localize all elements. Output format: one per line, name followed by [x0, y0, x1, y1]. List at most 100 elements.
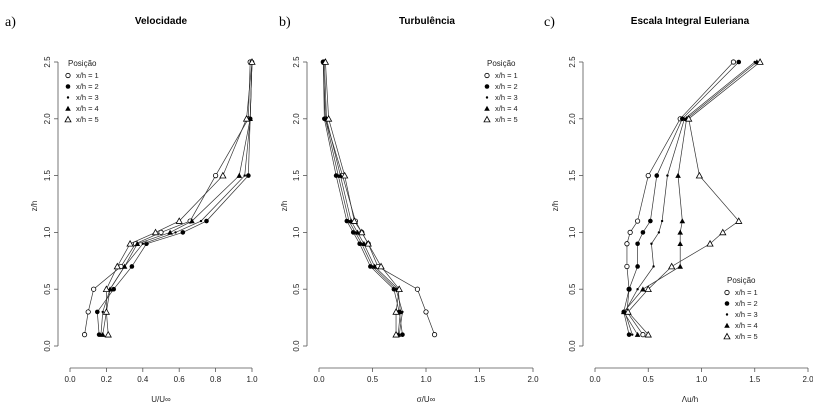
x-tick-label: 0.0	[64, 375, 76, 384]
legend: Posição x/h = 1 x/h = 2 x/h = 3 x/h = 4 x/h =…	[483, 59, 518, 124]
y-tick-label: 1.0	[292, 226, 301, 238]
data-point	[371, 263, 378, 269]
panel-escala-integral: c) Escala Integral Euleriana z/h Λu/h 0.…	[544, 15, 813, 404]
series-x-h-5	[624, 58, 764, 338]
legend: Posição x/h = 1 x/h = 2 x/h = 3 x/h = 4 x/h =…	[723, 276, 758, 341]
x-tick-label: 1.5	[749, 375, 761, 384]
series-line	[627, 61, 761, 335]
data-point	[85, 309, 91, 315]
data-point	[151, 228, 160, 236]
series-x-h-4	[620, 59, 760, 337]
y-tick-label: 2.5	[292, 56, 301, 68]
legend: Posição x/h = 1 x/h = 2 x/h = 3 x/h = 4 x/h =…	[64, 59, 99, 124]
data-point	[640, 286, 646, 292]
data-point	[337, 172, 344, 178]
data-point	[354, 229, 361, 235]
data-point	[679, 218, 686, 224]
y-tick-label: 1.5	[568, 169, 577, 181]
data-point	[677, 263, 683, 269]
data-point	[243, 174, 246, 177]
data-point	[392, 330, 400, 338]
legend-label: x/h = 3	[76, 93, 99, 102]
data-point	[350, 217, 358, 224]
legend-label: x/h = 1	[76, 71, 99, 80]
series-line	[102, 61, 253, 335]
data-point	[204, 218, 209, 224]
data-point	[706, 239, 714, 247]
data-point	[624, 263, 630, 270]
x-tick-label: 2.0	[527, 375, 539, 384]
data-point	[756, 58, 764, 65]
y-tick-label: 1.0	[43, 226, 52, 238]
y-tick-label: 0.0	[292, 340, 301, 352]
data-point	[730, 59, 737, 65]
data-point	[680, 116, 685, 122]
series-line	[100, 61, 253, 335]
data-point	[321, 58, 330, 65]
data-point	[431, 332, 438, 338]
data-point	[121, 263, 128, 269]
data-point	[735, 217, 743, 224]
series-x-h-2	[621, 59, 742, 337]
series-line	[624, 61, 755, 335]
series-line	[322, 61, 403, 335]
legend-marker	[483, 115, 491, 123]
y-axis-label: z/h	[280, 201, 289, 212]
legend-marker	[484, 72, 490, 79]
data-point	[113, 262, 121, 270]
legend-label: x/h = 3	[495, 93, 518, 102]
legend-label: x/h = 2	[76, 82, 99, 91]
panel-turbulencia: b) Turbulência z/h σ/U∞ 0.0 0.5 1.0 1.5 2.0 0…	[279, 15, 539, 404]
y-tick-label: 0.5	[43, 283, 52, 295]
x-tick-label: 2.0	[802, 375, 813, 384]
data-point	[364, 239, 372, 247]
data-point	[126, 239, 134, 247]
data-point	[377, 262, 385, 270]
data-point	[685, 114, 693, 122]
legend-marker	[723, 332, 731, 340]
y-axis-label: z/h	[30, 201, 39, 212]
series-line	[324, 61, 401, 335]
x-tick-label: 1.0	[246, 375, 258, 384]
legend-marker	[484, 105, 490, 111]
data-point	[634, 218, 641, 224]
data-point	[627, 229, 633, 235]
data-point	[344, 218, 350, 224]
panel-label: a)	[5, 15, 16, 30]
legend-label: x/h = 2	[735, 299, 758, 308]
data-point	[624, 308, 632, 315]
y-tick-label: 2.0	[292, 113, 301, 125]
chart-title: Velocidade	[135, 16, 188, 27]
data-point	[677, 229, 683, 235]
data-point	[102, 308, 111, 315]
data-point	[175, 217, 183, 224]
series-line	[623, 61, 740, 335]
x-tick-label: 0.6	[174, 375, 186, 384]
x-tick-label: 0.0	[589, 375, 601, 384]
legend-label: x/h = 4	[495, 104, 518, 113]
series-line	[623, 61, 758, 335]
x-tick-label: 1.0	[420, 375, 432, 384]
legend-label: x/h = 4	[76, 104, 99, 113]
data-point	[666, 174, 669, 177]
data-point	[392, 308, 400, 315]
x-tick-label: 0.2	[101, 375, 113, 384]
data-point	[242, 114, 251, 122]
data-point	[657, 231, 661, 234]
data-point	[248, 58, 256, 65]
data-point	[650, 242, 653, 245]
data-point	[644, 285, 652, 293]
data-point	[91, 286, 97, 292]
legend-label: x/h = 1	[735, 288, 758, 297]
data-point	[736, 59, 742, 65]
data-point	[189, 218, 195, 224]
legend-marker	[724, 289, 730, 296]
series-line	[626, 61, 734, 335]
data-point	[648, 218, 653, 224]
data-point	[129, 264, 135, 269]
legend-label: x/h = 2	[495, 82, 518, 91]
legend-marker	[725, 313, 729, 316]
legend-marker	[66, 96, 70, 99]
y-tick-label: 2.0	[568, 113, 577, 125]
